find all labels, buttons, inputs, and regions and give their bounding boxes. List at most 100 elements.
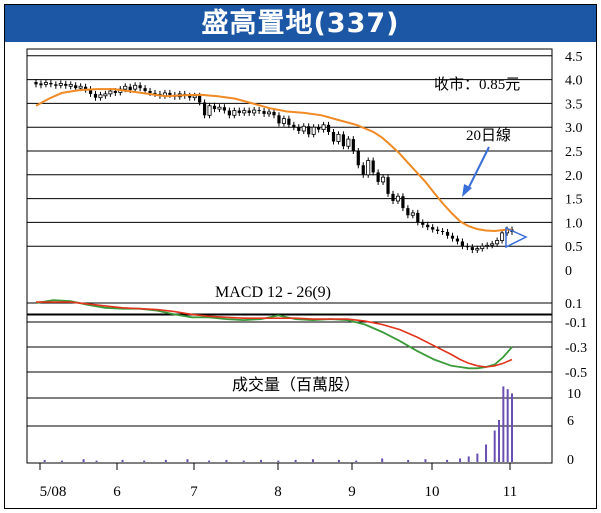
volume-bar [311, 459, 314, 462]
candle-body [287, 118, 291, 125]
volume-y-tick-labels: 10 6 0 [567, 387, 581, 468]
candle-body [475, 248, 480, 251]
candle-body [108, 90, 113, 95]
volume-bar [467, 456, 470, 462]
candle-body [376, 172, 380, 182]
volume-bar [355, 460, 358, 462]
candle-body [138, 85, 142, 89]
volume-bar [260, 459, 263, 462]
price-y-tick-labels: 4.5 4.0 3.5 3.0 2.5 2.0 1.5 1.0 0.5 0 [565, 50, 583, 279]
candle-body [450, 235, 455, 239]
chart-title: 盛高置地(337) [201, 8, 400, 39]
price-y-tick-label: 2.5 [565, 145, 583, 160]
candle-body [257, 110, 261, 112]
candle-body [356, 151, 360, 166]
candle-body [207, 105, 212, 116]
volume-bar [143, 460, 146, 462]
candle-body [39, 83, 43, 86]
candle-body [113, 91, 117, 93]
candle-body [410, 212, 415, 216]
candle-body [485, 244, 490, 247]
candle-body [351, 139, 355, 151]
candle-body [98, 94, 103, 99]
volume-bar [424, 459, 427, 462]
macd-y-tick-label: -0.1 [565, 316, 587, 331]
candle-body [143, 88, 147, 92]
price-grid [27, 55, 552, 247]
candle-body [198, 95, 202, 103]
x-axis-tick-label: 8 [274, 484, 282, 500]
macd-y-tick-label: 0.1 [565, 297, 583, 312]
candle-body [252, 109, 257, 114]
candle-body [401, 196, 405, 209]
x-axis-tick-label: 9 [348, 484, 356, 500]
price-y-tick-label: 1.0 [565, 216, 583, 231]
volume-bar [502, 386, 505, 462]
candle-body [188, 95, 192, 98]
price-y-tick-label: 0.5 [565, 240, 583, 255]
price-y-tick-label: 1.5 [565, 193, 583, 208]
candle-body [153, 92, 157, 94]
candle-body [470, 247, 474, 251]
candle-body [212, 105, 217, 110]
candle-body [74, 85, 78, 89]
x-axis-tick-label: 5/08 [40, 484, 67, 500]
macd-y-tick-label: -0.5 [565, 366, 587, 381]
volume-y-tick-label: 6 [567, 414, 574, 429]
candle-body [133, 84, 138, 90]
volume-panel-title: 成交量（百萬股） [232, 376, 360, 394]
candle-body [346, 138, 351, 147]
candle-body [440, 230, 445, 232]
candle-body [54, 84, 58, 86]
volume-y-tick-label: 0 [567, 453, 574, 468]
candle-body [262, 111, 266, 114]
volume-bar [164, 459, 167, 462]
candle-body [128, 86, 132, 91]
ma20-arrowhead-icon [462, 184, 472, 197]
candle-body [431, 227, 435, 230]
candle-body [123, 85, 128, 90]
volume-bar [43, 459, 46, 462]
x-axis: 5/08 6 7 8 9 10 11 [27, 462, 552, 500]
candle-body [391, 193, 395, 201]
x-axis-tick-label: 6 [113, 484, 121, 500]
price-candles [34, 78, 514, 254]
volume-bar [186, 459, 189, 462]
candle-body [277, 115, 281, 124]
candle-body [237, 110, 241, 113]
candle-body [371, 160, 375, 173]
candle-body [326, 124, 331, 132]
price-y-tick-label: 4.0 [565, 74, 583, 89]
volume-bar [225, 459, 228, 462]
candle-body [455, 238, 460, 242]
candle-body [490, 243, 495, 246]
candle-body [43, 82, 48, 85]
candle-body [366, 160, 371, 176]
candle-body [247, 110, 251, 113]
ma20-line [35, 88, 513, 233]
volume-bar [498, 420, 501, 462]
candle-body [242, 110, 247, 114]
volume-bar [294, 459, 297, 462]
candle-body [436, 229, 440, 231]
volume-bar [446, 459, 449, 462]
candle-body [480, 245, 485, 249]
candle-body [292, 124, 296, 128]
candle-body [465, 246, 469, 248]
volume-y-tick-label: 10 [567, 387, 581, 402]
macd-panel-title: MACD 12 - 26(9) [215, 284, 331, 301]
price-y-tick-label: 4.5 [565, 50, 583, 65]
price-y-tick-label: 3.5 [565, 97, 583, 112]
volume-bar [485, 444, 488, 462]
candle-body [103, 93, 108, 97]
candle-body [281, 118, 286, 124]
candle-body [416, 212, 420, 223]
volume-bar [208, 460, 211, 462]
volume-bar [459, 458, 462, 462]
ma20-annotation: 20日線 [466, 127, 511, 144]
title-bar: 盛高置地(337) [5, 5, 596, 42]
candle-body [58, 83, 63, 86]
candle-body [192, 95, 197, 99]
candle-body [321, 124, 326, 130]
ma20-annotation-arrow [466, 146, 490, 192]
